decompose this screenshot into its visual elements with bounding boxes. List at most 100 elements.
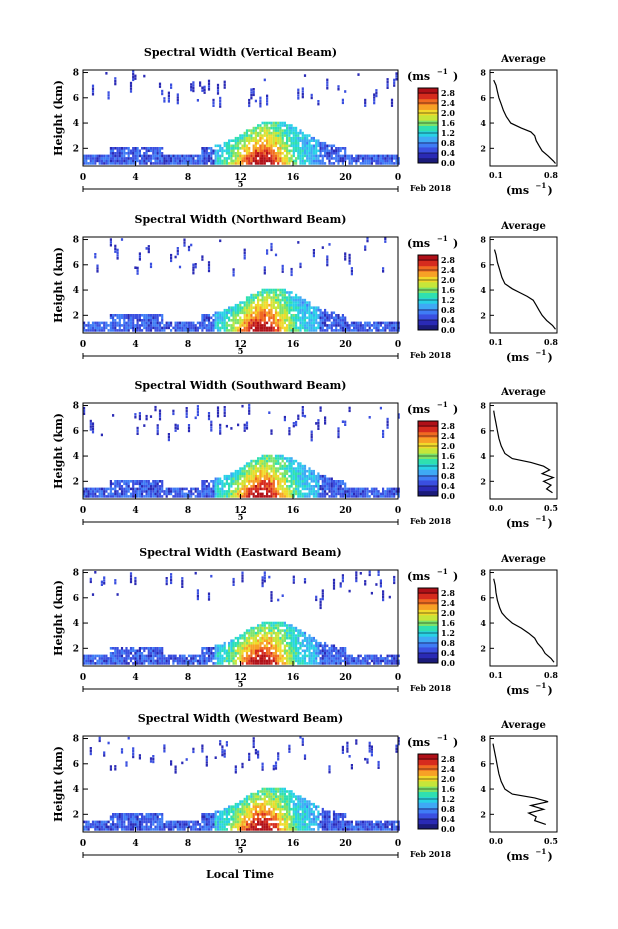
heatmap-cell	[243, 144, 246, 148]
heatmap-cell	[281, 288, 284, 292]
heatmap-cell	[143, 659, 146, 663]
heatmap-cell	[283, 298, 286, 302]
heatmap-cell	[384, 162, 387, 165]
heatmap-cell	[274, 288, 278, 292]
heatmap-cell	[120, 162, 124, 165]
heatmap-cell	[312, 316, 315, 320]
heatmap-cell	[288, 308, 291, 312]
heatmap-cell	[194, 326, 197, 330]
heatmap-cell	[248, 403, 251, 407]
heatmap-cell	[379, 406, 382, 410]
heatmap-cell	[281, 474, 284, 478]
heatmap-cell	[390, 157, 394, 160]
heatmap-cell	[243, 467, 246, 470]
heatmap-cell	[87, 492, 90, 496]
heatmap-cell	[219, 149, 222, 153]
heatmap-cell	[390, 326, 394, 330]
heatmap-cell	[270, 659, 273, 663]
heatmap-cell	[156, 152, 159, 155]
heatmap-cell	[283, 154, 286, 158]
heatmap-cell	[134, 659, 137, 663]
heatmap-cell	[268, 474, 271, 478]
heatmap-cell	[98, 828, 101, 831]
heatmap-cell	[315, 326, 318, 330]
heatmap-cell	[274, 462, 278, 465]
heatmap-cell	[109, 324, 112, 327]
heatmap-cell	[141, 487, 144, 491]
heatmap-cell	[268, 288, 271, 292]
average-y-tick-label: 8	[480, 568, 486, 578]
heatmap-cell	[306, 149, 309, 153]
colorbar-tick-label: 2.0	[441, 108, 455, 118]
heatmap-cell	[152, 321, 155, 325]
heatmap-cell	[232, 474, 235, 478]
heatmap-cell	[263, 647, 266, 650]
heatmap-cell	[279, 306, 282, 309]
heatmap-cell	[337, 314, 340, 317]
heatmap-cell	[286, 154, 289, 158]
heatmap-cell	[290, 649, 293, 653]
heatmap-cell	[310, 321, 313, 325]
heatmap-cell	[312, 162, 315, 165]
heatmap-cell	[248, 104, 251, 108]
heatmap-cell	[263, 162, 266, 165]
heatmap-cell	[359, 659, 362, 663]
heatmap-cell	[116, 480, 119, 483]
heatmap-cell	[268, 495, 271, 498]
heatmap-cell	[350, 490, 353, 493]
heatmap-cell	[250, 490, 253, 493]
heatmap-cell	[138, 255, 141, 258]
heatmap-cell	[254, 141, 257, 145]
heatmap-cell	[136, 319, 139, 322]
heatmap-cell	[243, 326, 246, 330]
heatmap-cell	[210, 159, 213, 163]
heatmap-cell	[303, 414, 307, 418]
heatmap-cell	[156, 319, 159, 322]
heatmap-cell	[259, 293, 262, 297]
heatmap-cell	[214, 480, 217, 483]
heatmap-cell	[136, 482, 139, 486]
heatmap-cell	[348, 657, 351, 660]
heatmap-cell	[393, 84, 396, 87]
heatmap-cell	[274, 308, 278, 312]
heatmap-cell	[241, 652, 244, 655]
heatmap-cell	[174, 423, 177, 427]
heatmap-cell	[259, 462, 262, 465]
heatmap-cell	[266, 482, 269, 486]
heatmap-cell	[239, 308, 242, 312]
heatmap-cell	[290, 296, 293, 299]
heatmap-cell	[386, 495, 389, 498]
heatmap-cell	[163, 162, 166, 165]
heatmap-cell	[243, 301, 246, 304]
heatmap-cell	[295, 634, 298, 637]
heatmap-cell	[368, 154, 371, 158]
heatmap-cell	[317, 472, 320, 475]
heatmap-cell	[107, 662, 110, 665]
heatmap-cell	[277, 639, 280, 642]
heatmap-cell	[103, 823, 106, 826]
heatmap-cell	[310, 639, 313, 642]
heatmap-cell	[192, 162, 195, 165]
heatmap-cell	[388, 595, 391, 599]
heatmap-cell	[341, 101, 344, 105]
heatmap-cell	[136, 649, 139, 653]
heatmap-cell	[290, 139, 293, 142]
heatmap-cell	[154, 487, 157, 491]
heatmap-cell	[324, 144, 327, 148]
heatmap-cell	[393, 659, 396, 663]
heatmap-cell	[292, 314, 295, 317]
heatmap-cell	[257, 291, 260, 294]
heatmap-cell	[288, 149, 291, 153]
heatmap-cell	[292, 631, 295, 635]
heatmap-cell	[223, 641, 226, 645]
heatmap-cell	[187, 324, 191, 327]
heatmap-cell	[214, 154, 217, 158]
heatmap-cell	[145, 159, 148, 163]
heatmap-cell	[303, 154, 307, 158]
heatmap-cell	[290, 124, 293, 127]
heatmap-cell	[332, 316, 336, 320]
heatmap-cell	[324, 659, 327, 663]
heatmap-cell	[390, 324, 394, 327]
heatmap-cell	[344, 258, 347, 261]
heatmap-cell	[315, 641, 318, 645]
